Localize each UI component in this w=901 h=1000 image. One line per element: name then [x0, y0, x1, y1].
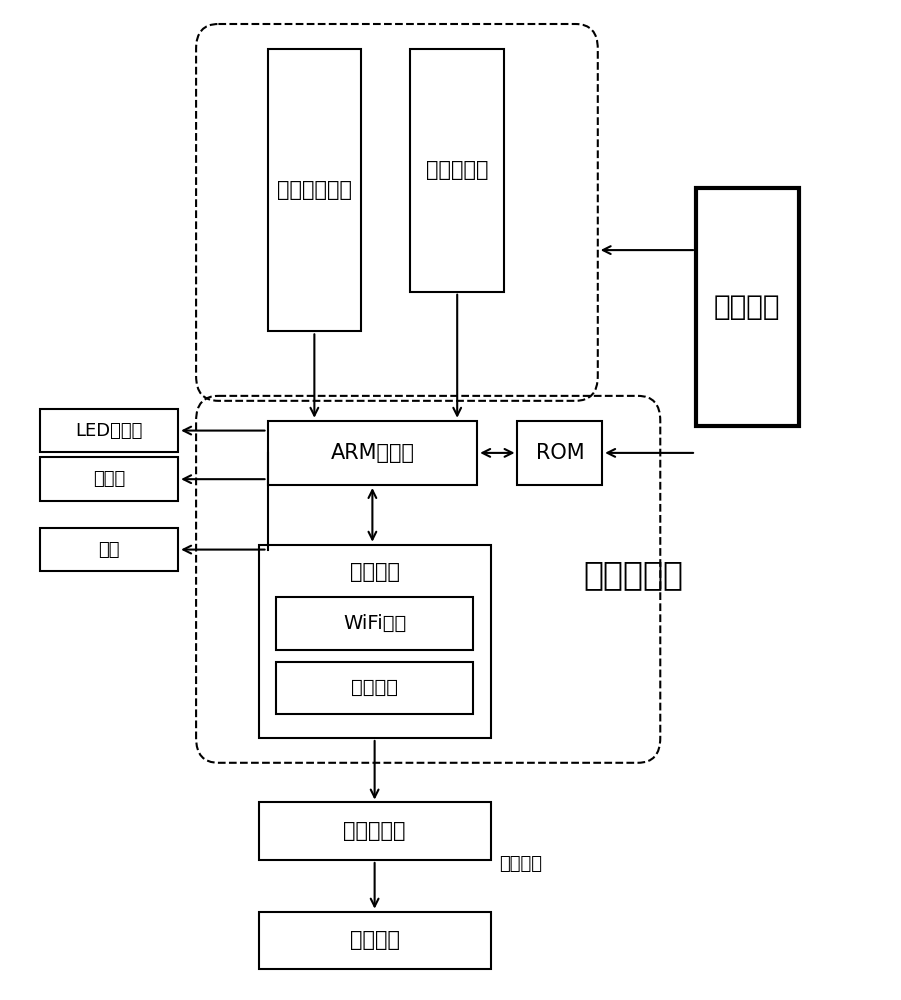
Bar	[259, 802, 491, 860]
Bar	[517, 421, 602, 485]
Text: 蓝牙模块: 蓝牙模块	[351, 678, 398, 697]
Text: 主控电路板: 主控电路板	[584, 558, 684, 591]
Text: 终端设备: 终端设备	[350, 930, 400, 950]
Text: 无线模块: 无线模块	[350, 562, 400, 582]
Text: ARM处理器: ARM处理器	[331, 443, 414, 463]
Text: 脑电波传感器: 脑电波传感器	[277, 180, 352, 200]
Bar	[410, 49, 504, 292]
Text: 麦克风: 麦克风	[93, 470, 125, 488]
Text: 重力传感器: 重力传感器	[426, 160, 488, 180]
Text: WiFi模块: WiFi模块	[343, 614, 406, 633]
Bar	[696, 188, 798, 426]
Text: ROM: ROM	[535, 443, 584, 463]
Text: 云端处理器: 云端处理器	[343, 821, 405, 841]
Bar	[259, 912, 491, 969]
Bar	[268, 421, 478, 485]
Bar	[40, 409, 178, 452]
Bar	[268, 49, 361, 331]
Text: 无线连接: 无线连接	[499, 855, 542, 873]
Text: 供电模块: 供电模块	[714, 293, 780, 321]
Bar	[40, 457, 178, 501]
Bar	[259, 545, 491, 738]
Text: 耳机: 耳机	[98, 541, 120, 559]
Bar	[277, 597, 473, 650]
Bar	[277, 662, 473, 714]
Text: LED指示灯: LED指示灯	[76, 422, 142, 440]
Bar	[40, 528, 178, 571]
